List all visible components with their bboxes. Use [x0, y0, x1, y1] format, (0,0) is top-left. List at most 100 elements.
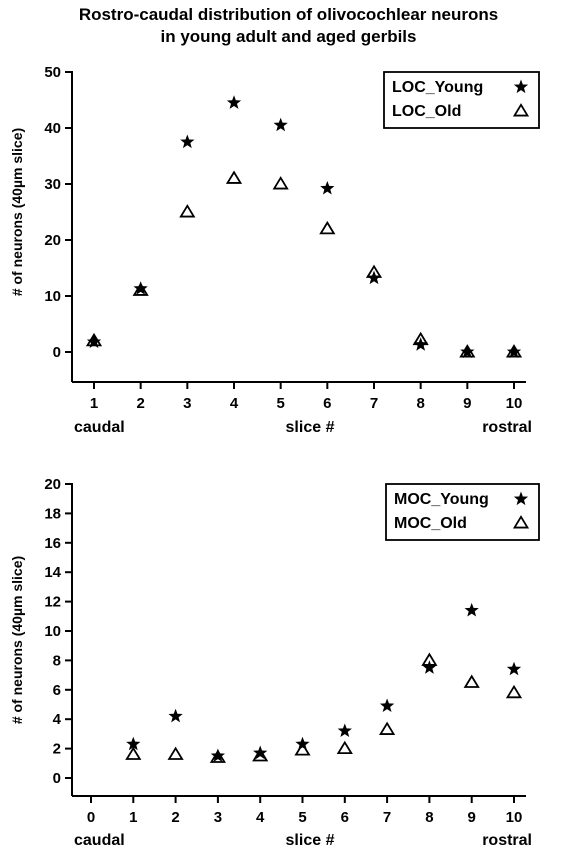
data-point-star	[226, 95, 242, 109]
legend: LOC_Young LOC_Old	[383, 71, 540, 129]
data-point-triangle	[85, 332, 103, 347]
x-tick-label: 9	[463, 395, 471, 412]
data-point-triangle	[365, 264, 383, 278]
y-tick-label: 50	[44, 64, 61, 81]
legend-label: LOC_Young	[392, 79, 483, 96]
data-point-star	[86, 334, 102, 348]
y-tick-label: 0	[53, 344, 61, 361]
y-tick-label: 12	[44, 594, 61, 611]
y-tick-label: 6	[53, 682, 61, 699]
x-tick-label: 6	[323, 395, 331, 412]
legend-label: MOC_Old	[394, 515, 467, 532]
legend-triangle-marker	[512, 515, 530, 529]
data-point-star	[464, 602, 479, 617]
legend-label: MOC_Young	[394, 491, 489, 508]
data-point-star	[506, 344, 522, 359]
data-point-triangle	[167, 746, 184, 760]
data-point-star	[168, 708, 183, 723]
data-point-triangle	[505, 684, 523, 699]
data-point-star	[320, 180, 335, 195]
y-tick-label: 14	[44, 564, 61, 581]
y-tick-label: 2	[53, 741, 61, 758]
chart-title-line-1: Rostro-caudal distribution of olivocochl…	[78, 5, 499, 24]
legend-star-marker	[513, 79, 529, 94]
chart-panel-1: 0 10 20 30 40 50 1 2 3 4 5 6 7 8 9 10 # of neurons (40µm…	[9, 64, 540, 436]
x-axis-caudal-label: caudal	[74, 832, 125, 849]
x-tick-label: 4	[256, 809, 265, 826]
x-axis-label: slice #	[286, 419, 335, 436]
data-point-star	[253, 745, 268, 760]
x-tick-label: 10	[506, 395, 523, 412]
chart-title-line-2: in young adult and aged gerbils	[160, 27, 417, 46]
legend-box	[383, 71, 540, 129]
x-tick-label: 2	[136, 395, 144, 412]
y-tick-label: 40	[44, 120, 61, 137]
x-tick-label: 1	[90, 395, 98, 412]
x-tick-label: 8	[425, 809, 433, 826]
data-point-star	[273, 117, 288, 132]
data-point-star	[133, 281, 148, 295]
data-point-triangle	[319, 220, 336, 235]
x-tick-label: 3	[214, 809, 222, 826]
data-point-star	[506, 661, 522, 676]
legend-box	[385, 483, 540, 541]
y-tick-label: 4	[53, 711, 62, 728]
data-point-triangle	[179, 204, 196, 218]
x-tick-label: 8	[416, 395, 424, 412]
data-point-star	[210, 748, 226, 763]
data-point-star	[460, 344, 475, 359]
data-point-triangle	[294, 742, 311, 756]
data-point-triangle	[412, 331, 429, 346]
legend-label: LOC_Old	[392, 103, 461, 120]
data-point-triangle	[125, 746, 142, 760]
y-tick-label: 30	[44, 176, 61, 193]
y-tick-label: 8	[53, 652, 61, 669]
x-tick-label: 10	[506, 809, 523, 826]
y-tick-label: 16	[44, 535, 61, 552]
x-axis-caudal-label: caudal	[74, 419, 125, 436]
x-tick-label: 9	[468, 809, 476, 826]
x-tick-label: 1	[129, 809, 137, 826]
data-point-triangle	[421, 652, 438, 666]
x-axis-label: slice #	[286, 832, 335, 849]
data-point-triangle	[379, 721, 396, 735]
x-tick-label: 5	[276, 395, 284, 412]
data-point-triangle	[225, 170, 243, 184]
data-point-star	[379, 698, 395, 713]
x-axis-rostral-label: rostral	[482, 832, 532, 849]
x-axis-rostral-label: rostral	[482, 419, 532, 436]
x-tick-label: 5	[298, 809, 306, 826]
legend-triangle-marker	[512, 103, 530, 117]
data-point-triangle	[132, 282, 149, 296]
data-point-star	[180, 134, 195, 149]
y-axis-label: # of neurons (40µm slice)	[9, 556, 25, 724]
y-tick-label: 10	[44, 623, 61, 640]
data-point-star	[337, 723, 352, 738]
y-tick-label: 20	[44, 476, 61, 493]
x-tick-label: 0	[87, 809, 95, 826]
data-point-triangle	[463, 674, 480, 688]
chart-title: Rostro-caudal distribution of olivocochl…	[0, 4, 577, 48]
x-tick-label: 7	[370, 395, 378, 412]
y-tick-label: 20	[44, 232, 61, 249]
data-point-triangle	[252, 748, 269, 762]
data-point-triangle	[272, 176, 289, 190]
y-tick-label: 10	[44, 288, 61, 305]
y-tick-label: 0	[53, 770, 61, 787]
x-tick-label: 3	[183, 395, 191, 412]
y-axis-label: # of neurons (40µm slice)	[9, 128, 25, 296]
legend: MOC_Young MOC_Old	[385, 483, 540, 541]
x-tick-label: 4	[230, 395, 239, 412]
y-tick-label: 18	[44, 505, 61, 522]
x-tick-label: 6	[341, 809, 349, 826]
data-point-star	[422, 660, 437, 674]
data-point-triangle	[505, 344, 523, 358]
legend-star-marker	[513, 491, 529, 506]
data-point-triangle	[209, 749, 226, 763]
data-point-star	[126, 736, 141, 751]
data-point-triangle	[459, 344, 476, 358]
data-point-triangle	[336, 740, 353, 755]
x-tick-label: 7	[383, 809, 391, 826]
